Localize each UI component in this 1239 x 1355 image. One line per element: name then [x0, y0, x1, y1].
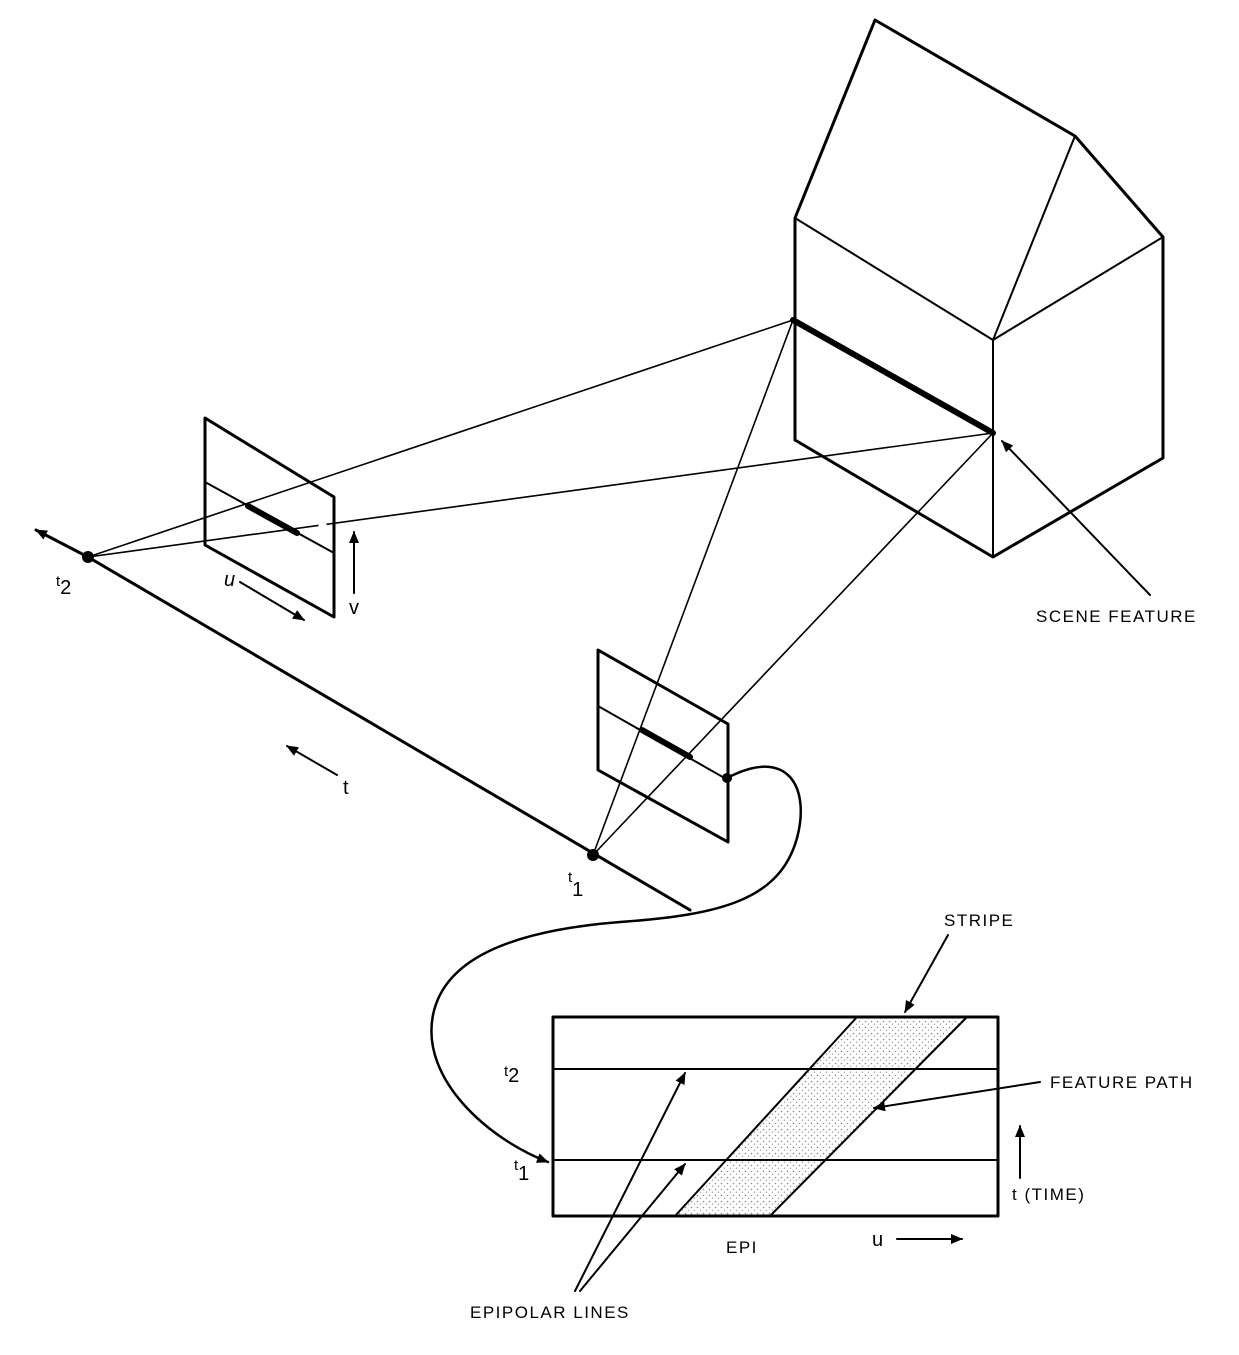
epipolar-lines-label: EPIPOLAR LINES — [470, 1303, 630, 1322]
feature-path-pointer — [873, 1081, 1041, 1112]
house — [793, 18, 1165, 559]
epipolar-pointer-1 — [574, 1072, 686, 1292]
u-axis-label-epi: u — [872, 1229, 883, 1251]
stripe-label: STRIPE — [944, 911, 1014, 930]
t-motion-arrow — [286, 745, 338, 776]
u-axis-arrow — [239, 581, 305, 621]
epi-t1-label: t1 — [514, 1157, 529, 1185]
epipolar-pointer-2 — [579, 1163, 686, 1292]
scanline-connector — [430, 765, 802, 1164]
time-axis-label: t (TIME) — [1012, 1185, 1085, 1204]
camera-t1-label: t1 — [568, 869, 583, 901]
scene-feature-label: SCENE FEATURE — [1036, 607, 1197, 626]
epi-t2-label: t2 — [504, 1063, 519, 1087]
scene-feature-edge — [790, 317, 996, 436]
image-plane-t2 — [203, 416, 336, 619]
image-plane-t1 — [596, 648, 730, 844]
epi-panel — [551, 1015, 1000, 1218]
feature-stripe — [675, 1017, 967, 1216]
camera-t2-label: t2 — [56, 573, 71, 599]
scene-feature-pointer — [1001, 440, 1151, 596]
u-axis-label-image: u — [224, 569, 235, 591]
stripe-pointer — [904, 934, 949, 1013]
projection-rays — [87, 319, 994, 856]
t-motion-label: t — [343, 777, 349, 799]
v-axis-label: v — [349, 597, 359, 619]
epi-label: EPI — [726, 1238, 758, 1257]
feature-path-label: FEATURE PATH — [1050, 1073, 1194, 1092]
